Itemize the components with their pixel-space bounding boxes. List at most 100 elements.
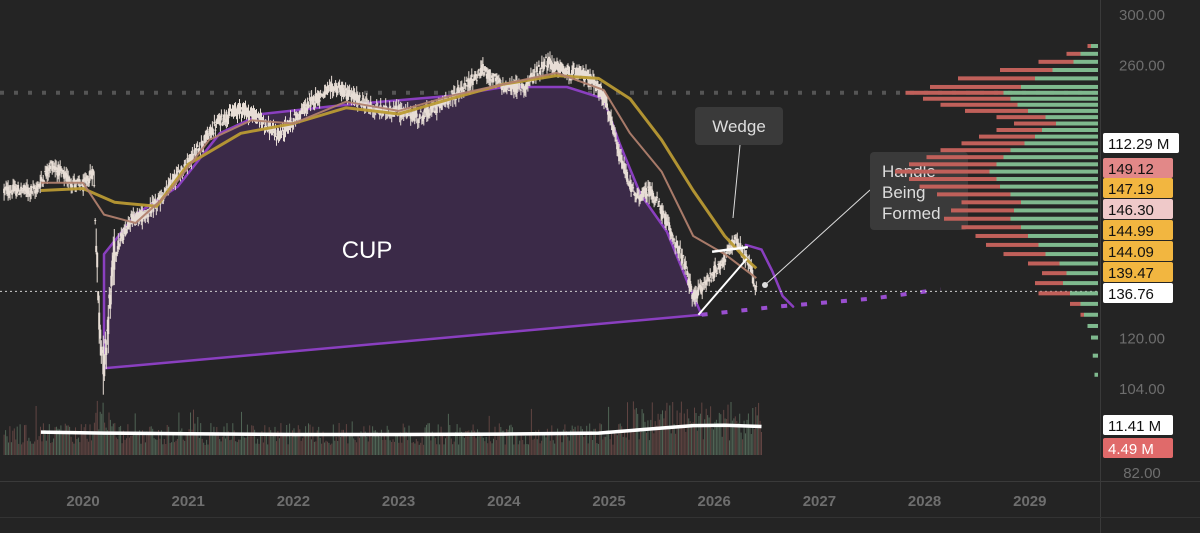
candle-body <box>605 98 607 108</box>
volume-profile-buy-bar <box>1045 115 1098 120</box>
candle-body <box>685 266 688 267</box>
wedge-lower-line <box>697 258 748 316</box>
candle-body <box>647 186 650 188</box>
wedge-annotation-box[interactable] <box>695 107 783 145</box>
candle-body <box>305 107 308 111</box>
candle-body <box>526 81 529 85</box>
candle-body <box>244 105 247 112</box>
volume-profile-sell-bar <box>905 90 1004 95</box>
candle-body <box>49 166 52 169</box>
candle-body <box>28 188 31 190</box>
wedge-upper-line <box>711 245 749 254</box>
candle-body <box>631 184 634 186</box>
candle-body <box>539 68 542 70</box>
volume-profile-buy-bar <box>1091 44 1098 49</box>
candle-body <box>313 102 316 105</box>
candle-body <box>587 70 589 81</box>
candle-body <box>645 187 648 199</box>
candle-body <box>461 88 464 89</box>
candle-body <box>191 153 194 161</box>
candle-body <box>196 145 199 147</box>
volume-profile-buy-bar <box>1070 291 1098 296</box>
candle-body <box>9 192 12 194</box>
candle-body <box>488 69 491 81</box>
volume-profile-sell-bar <box>919 184 1000 189</box>
candle-body <box>475 80 478 82</box>
candle-body <box>563 71 565 74</box>
candle-body <box>626 172 629 182</box>
candle-body <box>29 193 32 196</box>
candle-body <box>327 86 330 92</box>
candle-body <box>442 102 445 105</box>
candle-body <box>293 114 296 116</box>
volume-profile-sell-bar <box>937 192 1011 197</box>
candle-body <box>608 111 610 119</box>
candle-body <box>164 188 167 191</box>
volume-profile-buy-bar <box>1045 252 1098 257</box>
candle-body <box>702 283 705 285</box>
candle-body <box>395 106 398 112</box>
candle-body <box>717 264 720 265</box>
volume-profile-buy-bar <box>1003 155 1098 160</box>
moving-averages <box>40 71 758 279</box>
candle-body <box>279 131 282 135</box>
candle-body <box>169 180 172 186</box>
candle-body <box>741 248 744 254</box>
candle-body <box>323 91 326 98</box>
candle-body <box>489 79 492 81</box>
candle-body <box>416 120 419 122</box>
candle-body <box>11 192 14 195</box>
candle-body <box>720 264 723 266</box>
candle-body <box>532 73 535 76</box>
candle-body <box>123 228 126 229</box>
candle-body <box>498 79 501 81</box>
candle-body <box>600 86 602 97</box>
candle-body <box>34 190 37 194</box>
volume-profile-sell-bar <box>951 208 1014 213</box>
price-label-box <box>1103 199 1173 219</box>
wedge-pattern <box>697 245 749 316</box>
x-tick-label: 2023 <box>382 493 415 510</box>
handle-curve <box>744 243 795 308</box>
candle-body <box>540 61 543 68</box>
candle-body <box>317 90 320 102</box>
price-label-text: 149.12 <box>1108 161 1154 178</box>
candle-body <box>223 114 226 121</box>
volume-profile-sell-bar <box>930 84 1021 89</box>
x-tick-label: 2021 <box>172 493 205 510</box>
candle-body <box>129 223 132 225</box>
candle-body <box>207 136 210 140</box>
handle-leader-line <box>764 189 871 286</box>
volume-profile-sell-bar <box>1066 51 1081 56</box>
volume-profile-buy-bar <box>1080 51 1098 56</box>
candle-body <box>752 277 755 285</box>
volume-profile-buy-bar <box>1052 68 1098 73</box>
candle-body <box>630 185 633 192</box>
candle-body <box>98 312 101 330</box>
candle-body <box>701 287 704 292</box>
candle-body <box>381 111 384 116</box>
candle-body <box>18 193 21 196</box>
candle-body <box>274 129 277 135</box>
volume-profile-sell-bar <box>975 233 1028 238</box>
candle-body <box>753 285 756 287</box>
candle-body <box>402 107 405 114</box>
candle-body <box>518 84 521 86</box>
candle-body <box>335 85 338 93</box>
candle-body <box>115 252 118 256</box>
volume-profile-buy-bar <box>1010 96 1098 101</box>
candle-body <box>470 74 473 77</box>
candle-body <box>312 96 315 106</box>
candle-body <box>723 253 726 263</box>
candle-body <box>508 83 511 88</box>
candle-body <box>535 66 538 73</box>
candle-body <box>658 201 661 202</box>
volume-profile-sell-bar <box>996 115 1046 120</box>
candle-body <box>637 192 640 194</box>
candle-body <box>295 113 298 120</box>
volume-profile-sell-bar <box>961 200 1021 205</box>
candle-body <box>632 187 635 189</box>
volume-profile-buy-bar <box>1021 84 1098 89</box>
candle-body <box>456 87 459 92</box>
